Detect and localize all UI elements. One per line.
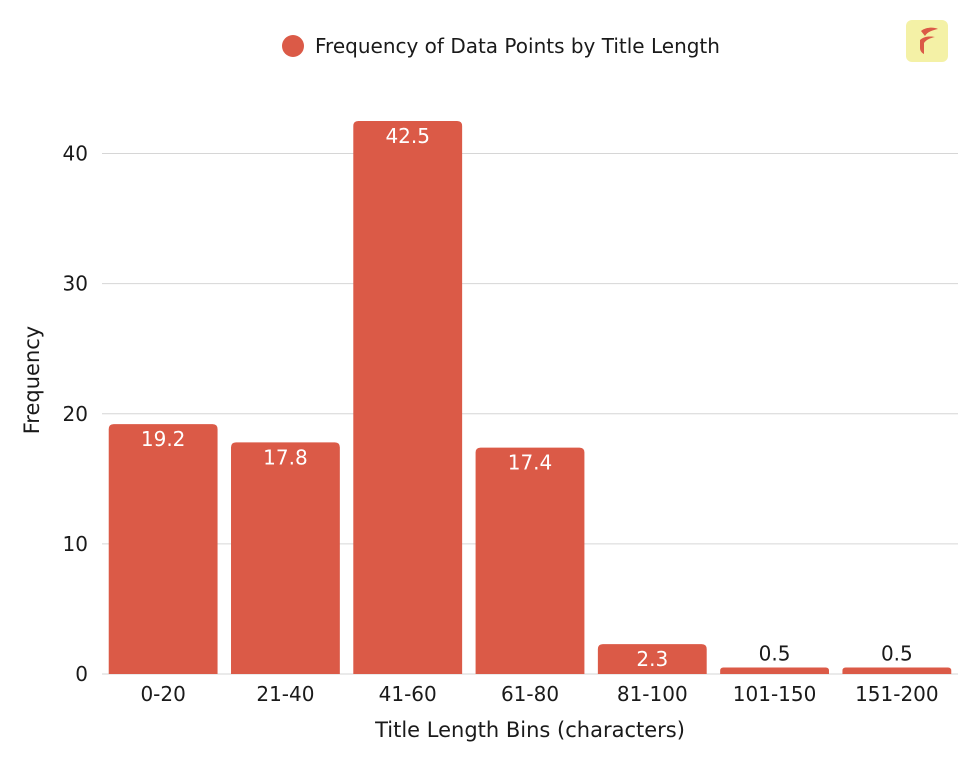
x-axis-title: Title Length Bins (characters): [374, 718, 685, 742]
x-tick-label: 61-80: [501, 682, 559, 706]
y-axis-title: Frequency: [20, 326, 44, 435]
bars: [108, 121, 952, 674]
brand-logo-icon: [920, 27, 938, 54]
x-axis-ticks: 0-20 21-40 41-60 61-80 81-100 101-150 151-200: [140, 682, 938, 706]
y-tick-label: 30: [63, 272, 88, 296]
bar-0-20: [108, 424, 218, 674]
y-tick-label: 20: [63, 402, 88, 426]
y-tick-label: 0: [75, 662, 88, 686]
legend: Frequency of Data Points by Title Length: [282, 34, 720, 58]
bar-61-80: [475, 447, 585, 674]
data-label: 17.8: [263, 445, 308, 469]
x-tick-label: 41-60: [379, 682, 437, 706]
x-tick-label: 21-40: [256, 682, 314, 706]
x-tick-label: 101-150: [733, 682, 817, 706]
x-tick-label: 151-200: [855, 682, 939, 706]
data-label: 0.5: [759, 641, 791, 665]
bar-101-150: [720, 667, 829, 674]
brand-logo: [906, 20, 948, 62]
legend-label: Frequency of Data Points by Title Length: [315, 34, 720, 58]
data-label: 0.5: [881, 641, 913, 665]
data-labels: 19.2 17.8 42.5 17.4 2.3 0.5 0.5: [141, 124, 913, 671]
data-label: 17.4: [508, 451, 553, 475]
y-axis-ticks: 0 10 20 30 40: [63, 142, 88, 686]
data-label: 42.5: [385, 124, 430, 148]
bar-21-40: [231, 442, 340, 674]
y-tick-label: 10: [63, 532, 88, 556]
data-label: 19.2: [141, 427, 186, 451]
x-tick-label: 81-100: [617, 682, 688, 706]
x-tick-label: 0-20: [140, 682, 185, 706]
bar-41-60: [353, 121, 463, 674]
bar-151-200: [842, 667, 952, 674]
legend-swatch: [282, 35, 304, 57]
bar-81-100: [597, 644, 707, 674]
y-tick-label: 40: [63, 142, 88, 166]
data-label: 2.3: [636, 647, 668, 671]
